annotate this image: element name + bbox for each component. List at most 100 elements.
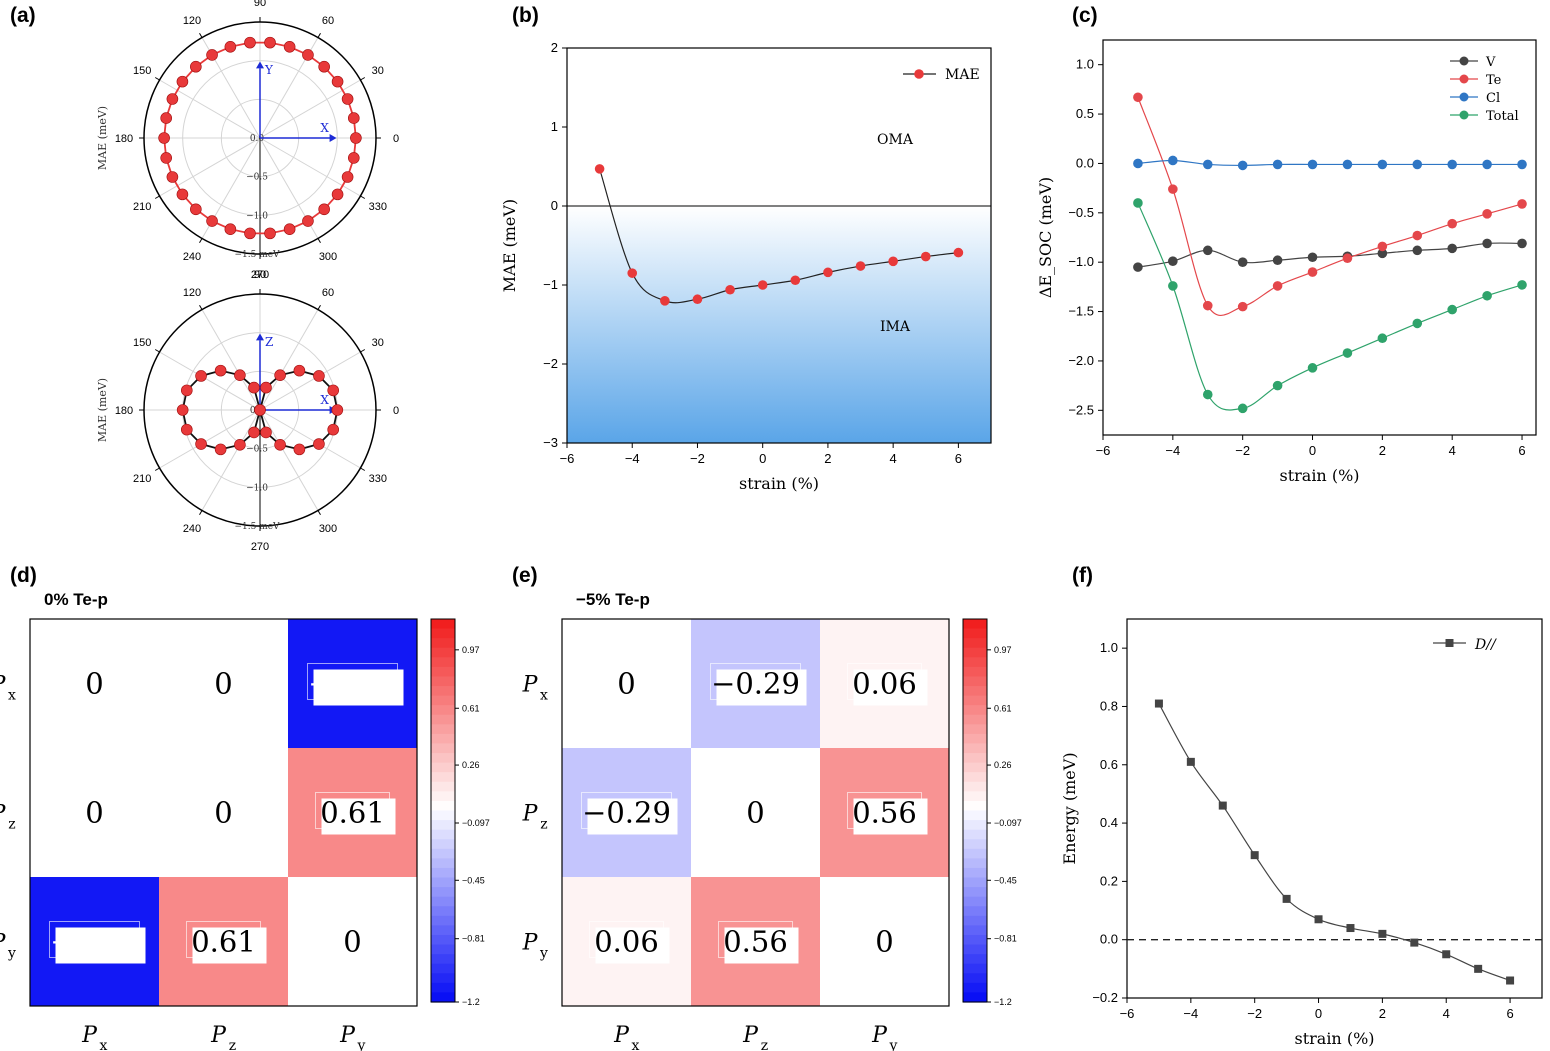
row-label-sub: y — [539, 946, 548, 962]
polar-angle-label: 120 — [183, 287, 201, 299]
polar-data-point — [166, 171, 179, 183]
plot-frame — [1102, 39, 1537, 436]
y-tick-label: 1.0 — [1100, 640, 1118, 655]
polar-data-point — [283, 223, 296, 235]
series-line-cl — [1137, 159, 1523, 167]
colorbar-segment — [963, 944, 987, 955]
col-label-sub: z — [229, 1038, 236, 1051]
mae-strain-chart: −6 −4 −2 0 2 4 6 −3 −2 −1 0 1 2 strain (%) MAE (meV) OM… — [500, 40, 992, 493]
series-line-te — [1137, 97, 1523, 317]
polar-data-point — [350, 132, 362, 144]
data-point — [1346, 924, 1355, 933]
data-point — [1447, 243, 1457, 254]
panel-label-f: (f) — [1072, 564, 1093, 587]
label-box — [581, 792, 672, 829]
colorbar-tick-label: 0.26 — [462, 760, 480, 770]
col-label: P — [613, 1023, 630, 1048]
data-point — [1307, 252, 1318, 263]
colorbar-segment — [963, 695, 987, 706]
data-point — [1378, 929, 1387, 938]
heatmap-value: −1.16 — [308, 667, 397, 701]
polar-data-point — [331, 75, 344, 88]
x-tick-label: −4 — [625, 451, 640, 466]
polar-data-point — [264, 36, 276, 49]
x-tick-label: −6 — [560, 451, 575, 466]
colorbar-segment — [963, 772, 987, 783]
colorbar-segment — [431, 705, 455, 716]
label-box — [307, 663, 398, 700]
colorbar-segment — [431, 867, 455, 879]
colorbar-tick-label: 0.61 — [462, 703, 480, 713]
data-point — [1412, 159, 1423, 170]
y-tick-label: −1.0 — [1068, 254, 1094, 269]
polar-data-point — [293, 364, 306, 377]
col-label-sub: z — [761, 1038, 768, 1051]
colorbar-segment — [431, 848, 455, 859]
data-point — [1202, 159, 1213, 170]
polar-angle-tick — [199, 304, 203, 310]
label-box — [710, 663, 801, 700]
data-point — [1272, 159, 1283, 170]
data-point — [1482, 209, 1492, 219]
polar-data-point — [176, 404, 189, 416]
colorbar-segment — [431, 820, 455, 831]
vertical-arrow-label: Y — [264, 63, 274, 77]
colorbar-tick-label: 0.97 — [994, 645, 1012, 655]
polar-angle-label: 300 — [319, 523, 337, 535]
colorbar-segment — [963, 628, 987, 639]
y-tick-label: −0.5 — [1068, 205, 1094, 220]
colorbar-segment — [431, 839, 455, 850]
y-axis-title: MAE (meV) — [500, 199, 519, 292]
legend-marker — [1445, 639, 1454, 647]
polar-angle-label: 90 — [254, 0, 266, 9]
polar-angle-label: 270 — [251, 269, 269, 281]
data-point — [627, 268, 638, 278]
colorbar-segment — [963, 867, 987, 879]
data-point — [757, 280, 768, 290]
annotation-oma: OMA — [877, 132, 914, 148]
plot-frame — [566, 47, 992, 444]
polar-angle-tick — [154, 467, 160, 471]
data-point — [660, 296, 670, 306]
data-point — [1272, 255, 1283, 266]
polar-angle-tick — [154, 349, 160, 353]
polar-ylabel: MAE (meV) — [96, 106, 109, 170]
x-tick-label: −4 — [1165, 443, 1180, 458]
series-line-v — [1137, 242, 1523, 268]
x-tick-label: −2 — [690, 451, 705, 466]
data-point — [1202, 389, 1213, 400]
colorbar-segment — [963, 638, 987, 649]
polar-angle-label: 150 — [133, 65, 151, 77]
colorbar-segment — [963, 657, 987, 668]
polar-angle-label: 180 — [115, 133, 133, 145]
colorbar-segment — [431, 753, 455, 764]
colorbar-segment — [963, 733, 987, 745]
polar-angle-tick — [317, 304, 321, 310]
data-point — [1447, 159, 1457, 170]
data-point — [1474, 964, 1483, 973]
polar-data-point — [176, 75, 189, 88]
dmi-energy-chart: −6 −4 −2 0 2 4 6 −0.2 0.0 0.2 0.4 0.6 0.8 1.0 strain (… — [1060, 618, 1543, 1048]
data-point — [1482, 238, 1492, 249]
data-point — [1377, 333, 1388, 344]
heatmap-cell — [30, 619, 159, 748]
row-label: P — [0, 931, 7, 956]
polar-data-point — [195, 438, 207, 450]
heatmap-value: 0.56 — [723, 925, 788, 959]
polar-angle-label: 120 — [183, 15, 201, 27]
label-box — [847, 792, 922, 829]
x-tick-label: 0 — [759, 451, 766, 466]
data-point — [1202, 245, 1213, 256]
colorbar-frame — [430, 618, 456, 1003]
polar-data-point — [180, 423, 193, 436]
polar-angle-label: 240 — [183, 251, 201, 263]
col-label: P — [210, 1023, 227, 1048]
data-point — [1168, 281, 1178, 291]
polar-angle-label: 330 — [369, 473, 387, 485]
colorbar-segment — [431, 638, 455, 649]
polar-angle-tick — [360, 349, 366, 353]
colorbar-tick-label: −0.81 — [462, 934, 485, 944]
heatmap-cell — [30, 748, 159, 877]
data-point — [1154, 699, 1163, 708]
colorbar-tick-label: −0.45 — [462, 875, 485, 885]
